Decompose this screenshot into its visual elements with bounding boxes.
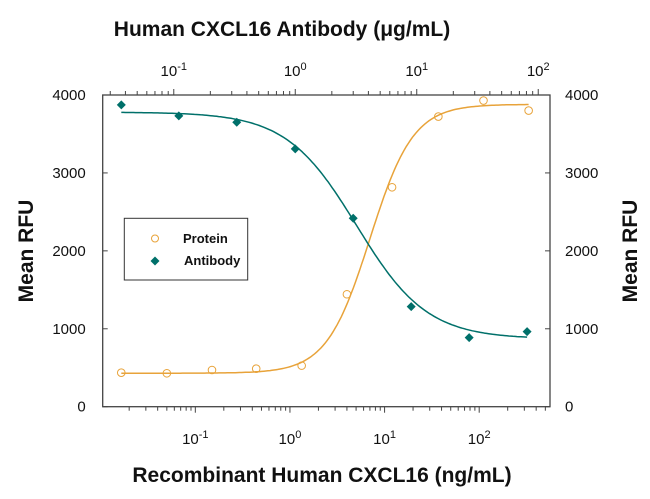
left-axis-title: Mean RFU: [15, 200, 38, 303]
antibody-data-point: [522, 327, 532, 337]
protein-data-point: [207, 365, 217, 375]
x-top-tick-label: 100: [284, 61, 307, 80]
y-tick-label-right: 1000: [565, 321, 598, 338]
x-top-tick-label: 10-1: [161, 61, 187, 80]
antibody-data-point: [348, 213, 358, 223]
protein-data-point: [116, 368, 126, 378]
x-bottom-tick-label: 101: [373, 429, 396, 448]
right-axis-title: Mean RFU: [619, 200, 642, 303]
protein-data-point: [524, 106, 533, 115]
legend-box: [123, 217, 249, 281]
x-top-tick-label: 102: [527, 61, 550, 80]
protein-fit-curve: [121, 103, 529, 374]
bottom-axis-title: Recombinant Human CXCL16 (ng/mL): [132, 464, 511, 487]
legend: Protein Antibody: [123, 217, 249, 281]
antibody-data-point: [232, 117, 242, 127]
protein-data-point: [342, 289, 352, 299]
y-tick-label-right: 2000: [565, 243, 598, 260]
protein-data-point: [479, 96, 488, 105]
x-bottom-tick-label: 10-1: [182, 429, 208, 448]
y-tick-label-left: 4000: [52, 87, 85, 104]
legend-protein-marker: [151, 234, 159, 243]
antibody-data-point: [464, 333, 474, 343]
y-tick-label-right: 0: [565, 399, 573, 416]
y-tick-label-left: 2000: [52, 243, 85, 260]
antibody-data-point: [290, 144, 300, 154]
y-tick-label-right: 3000: [565, 165, 598, 182]
antibody-data-point: [116, 100, 126, 110]
y-tick-label-left: 3000: [52, 165, 85, 182]
antibody-data-point: [406, 302, 416, 312]
legend-antibody-label: Antibody: [184, 253, 241, 268]
antibody-fit-curve: [121, 111, 528, 338]
y-tick-label-left: 0: [77, 399, 85, 416]
protein-data-point: [387, 182, 397, 192]
x-bottom-tick-label: 100: [279, 429, 302, 448]
x-bottom-tick-label: 102: [468, 429, 491, 448]
legend-antibody-marker: [150, 256, 160, 266]
legend-protein-label: Protein: [183, 231, 228, 246]
top-axis-title: Human CXCL16 Antibody (μg/mL): [114, 18, 450, 41]
protein-data-point: [434, 112, 443, 121]
x-top-tick-label: 101: [405, 61, 428, 80]
y-tick-label-right: 4000: [565, 87, 598, 104]
protein-data-point: [162, 368, 172, 378]
protein-data-point: [251, 364, 261, 373]
y-tick-label-left: 1000: [52, 321, 85, 338]
protein-data-point: [297, 361, 306, 370]
antibody-data-point: [174, 111, 184, 121]
